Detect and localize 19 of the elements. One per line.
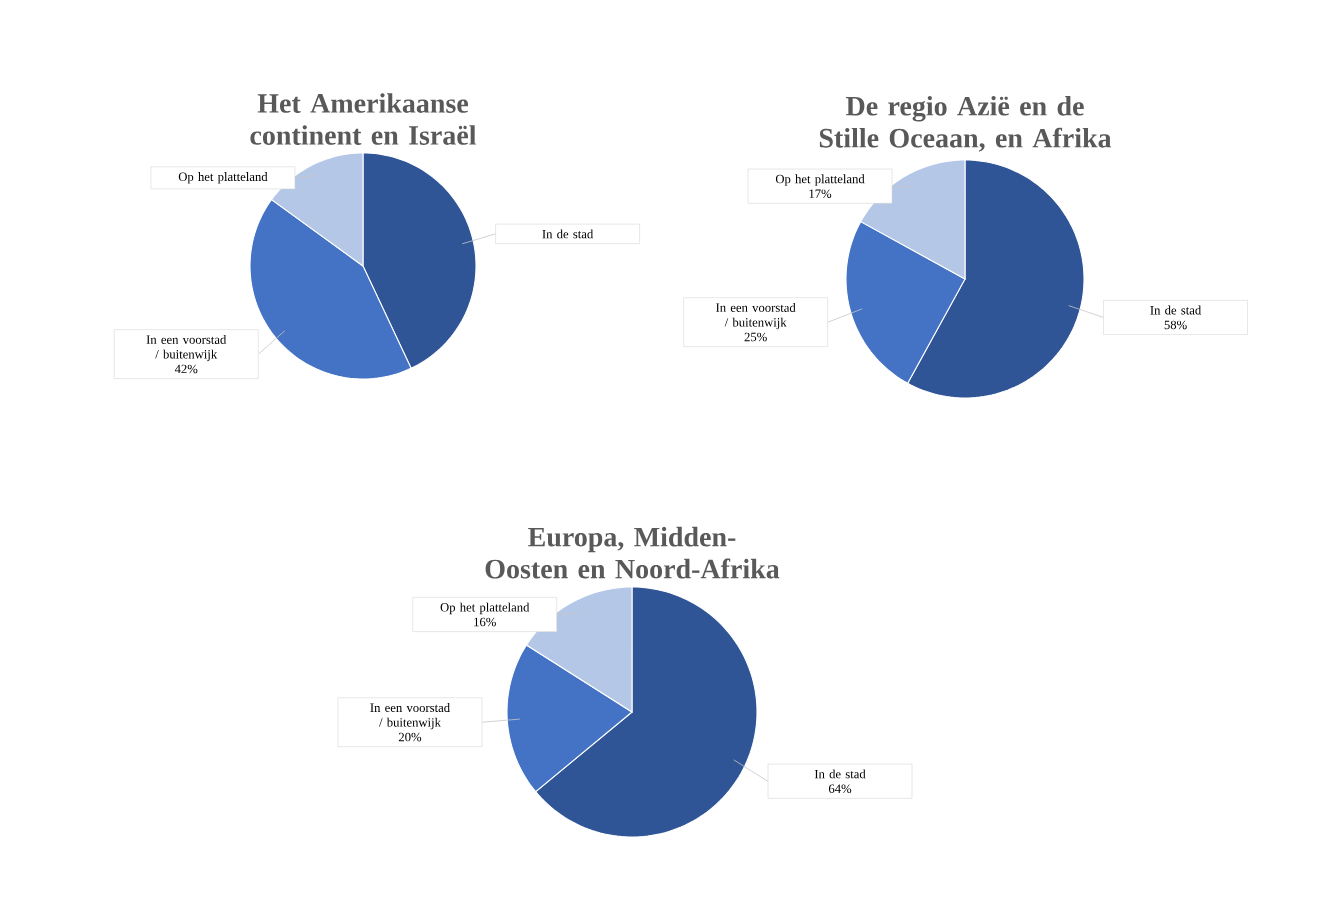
slice-label: In de stad	[542, 229, 594, 239]
slice-label: In een voorstad / buitenwijk	[716, 303, 796, 330]
data-label: 64%	[828, 784, 852, 794]
data-label: 25%	[744, 332, 767, 342]
data-label: 16%	[474, 617, 496, 627]
data-label: 42%	[174, 364, 198, 374]
slice-label: In een voorstad / buitenwijk	[370, 703, 450, 730]
slice-label: Op het platteland	[178, 172, 268, 184]
slice-label: In een voorstad / buitenwijk	[146, 334, 227, 362]
data-label: 20%	[398, 732, 422, 742]
chart-title: Het Amerikaanse continent en Israël	[250, 93, 477, 145]
chart-title: De regio Azië en de Stille Oceaan, en Afrika	[819, 95, 1112, 152]
slice-label: Op het platteland	[440, 602, 530, 615]
slice-label: In de stad	[814, 769, 866, 779]
slice-label: Op het platteland	[775, 174, 865, 186]
chart-title: Europa, Midden-Oosten en Noord-Afrika	[485, 526, 780, 579]
slice-label: In de stad	[1150, 305, 1202, 315]
data-label: 58%	[1164, 320, 1187, 330]
data-label: 17%	[809, 189, 832, 198]
